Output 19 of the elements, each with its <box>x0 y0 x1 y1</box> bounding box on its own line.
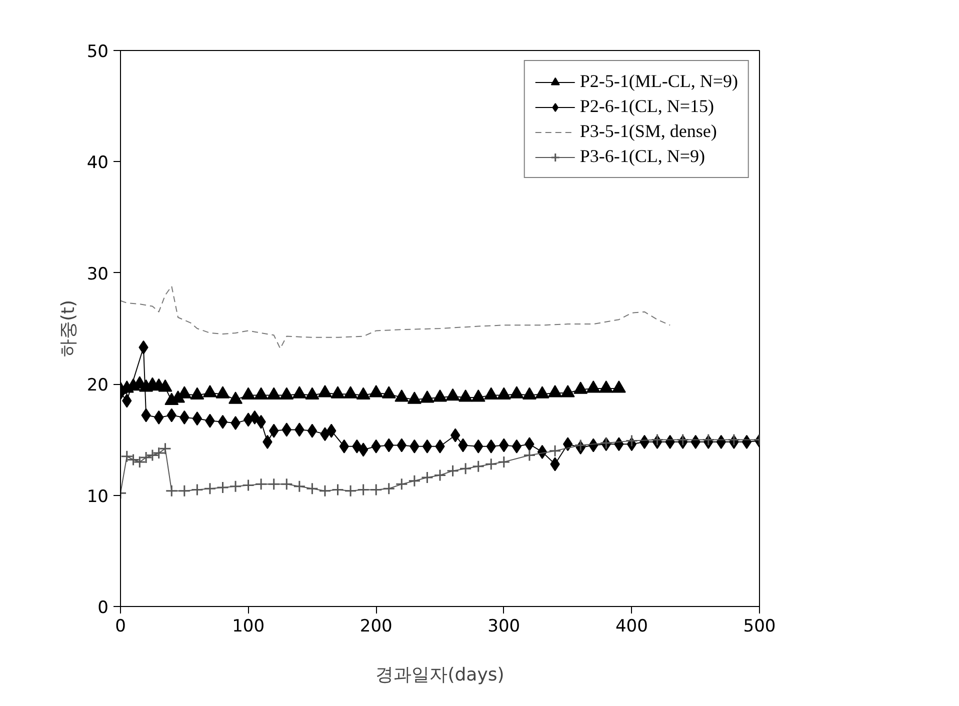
y-tick-label: 40 <box>86 153 109 174</box>
x-axis-title: 경과일자(days) <box>376 664 504 686</box>
y-tick-label: 30 <box>86 264 109 284</box>
x-tick-label: 0 <box>115 616 126 636</box>
x-tick-label: 200 <box>360 616 392 636</box>
x-tick-label: 400 <box>615 616 648 636</box>
y-tick-label: 50 <box>86 42 109 62</box>
y-tick-label: 10 <box>86 486 109 507</box>
x-tick-label: 500 <box>743 616 776 636</box>
y-tick-label: 20 <box>86 376 109 396</box>
y-axis-title: 하중(t) <box>58 300 79 358</box>
legend-label: P3-5-1(SM, dense) <box>580 121 717 142</box>
line-series <box>120 286 671 350</box>
y-tick-label: 0 <box>98 598 109 618</box>
x-tick-label: 300 <box>488 616 520 636</box>
legend-label: P2-5-1(ML-CL, N=9) <box>580 71 738 92</box>
x-tick-label: 100 <box>232 616 265 636</box>
legend-label: P3-6-1(CL, N=9) <box>580 146 705 167</box>
legend-label: P2-6-1(CL, N=15) <box>580 96 714 117</box>
